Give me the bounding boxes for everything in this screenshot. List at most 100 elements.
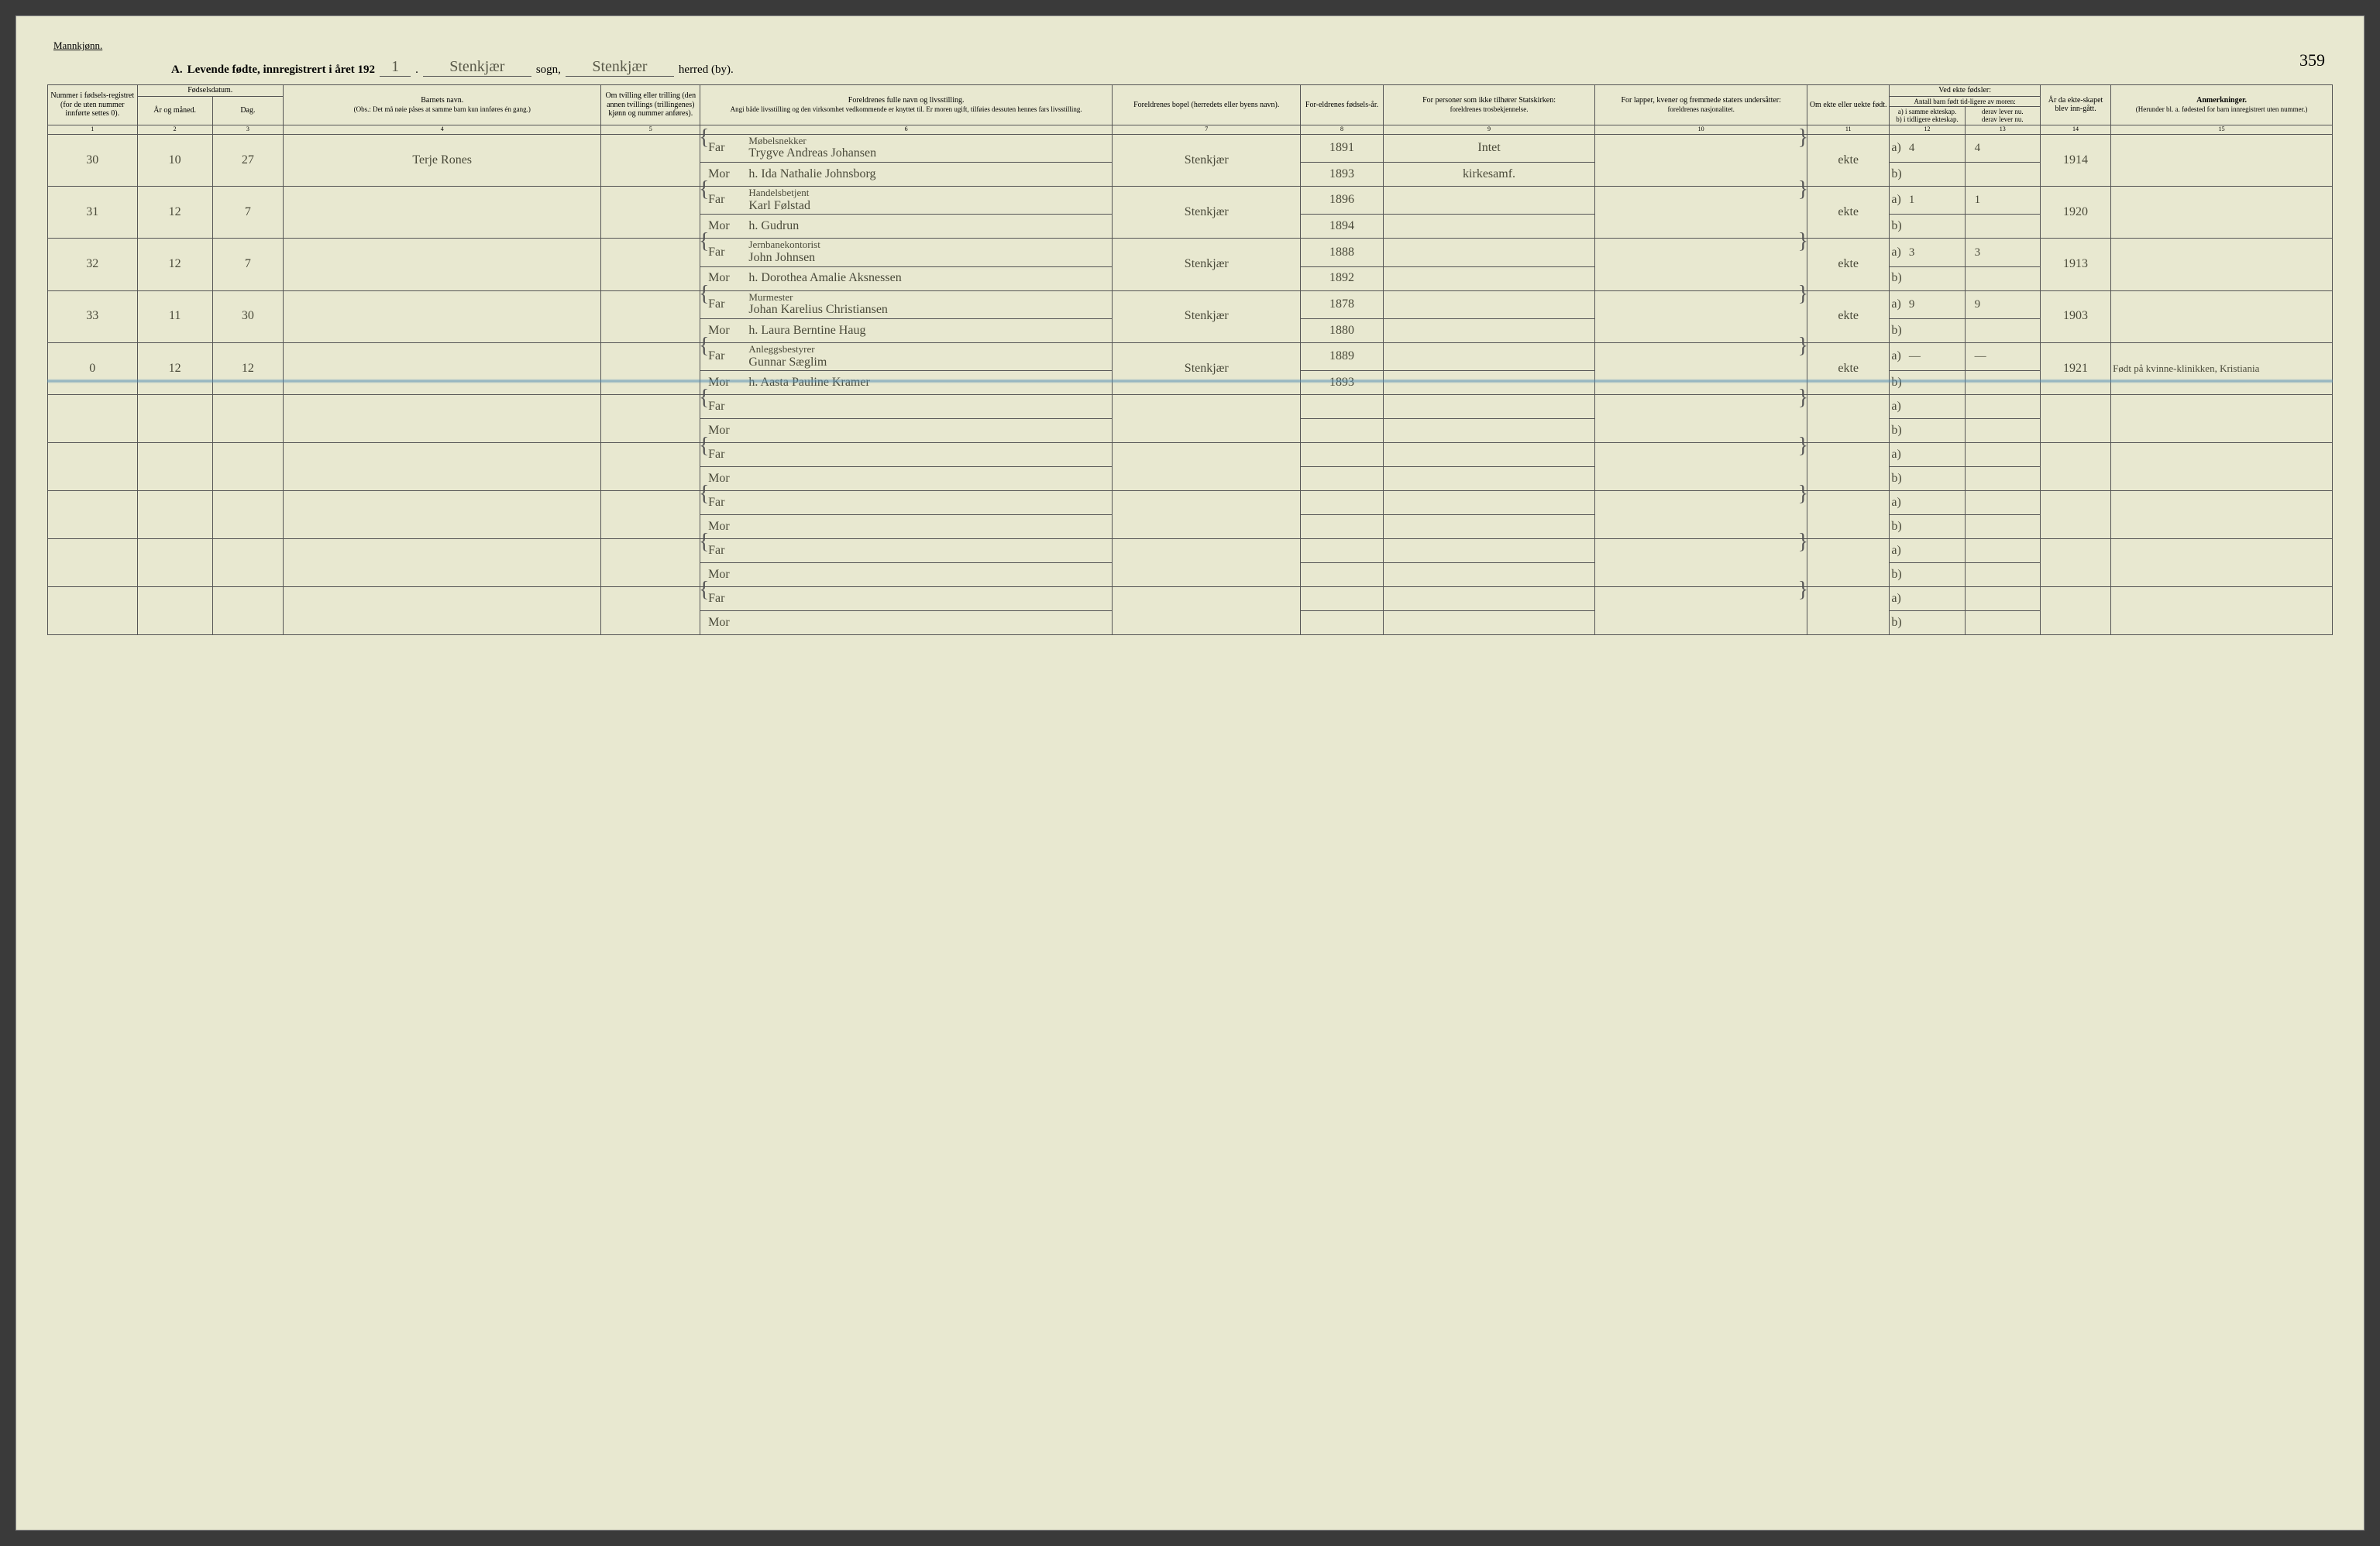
cell-b-lev (1965, 611, 2040, 635)
cell-nat (1595, 443, 1807, 491)
cell-twin (601, 342, 700, 394)
cell-rel-mor (1383, 318, 1595, 342)
cell-mor-year: 1893 (1301, 371, 1383, 395)
cell-child (284, 342, 601, 394)
cell-b-lev (1965, 419, 2040, 443)
cell-month: 10 (137, 134, 212, 186)
table-row: Fara) (48, 539, 2333, 563)
cell-b: b) (1890, 563, 1965, 587)
cell-day (212, 443, 283, 491)
cell-anm (2111, 587, 2333, 635)
cell-a-lev (1965, 491, 2040, 515)
cell-a-lev (1965, 539, 2040, 563)
cell-mor (747, 515, 1112, 539)
h-c15-sub: (Herunder bl. a. fødested for barn innre… (2113, 105, 2330, 113)
cell-nat (1595, 290, 1807, 342)
cell-mor-year: 1894 (1301, 215, 1383, 239)
cell-year-m (2040, 539, 2110, 587)
table-row: 31127FarHandelsbetjentKarl FølstadStenkj… (48, 186, 2333, 214)
cell-a-lev (1965, 395, 2040, 419)
h-c13b-t: derav lever nu. (1967, 115, 2038, 123)
cell-rel-far (1383, 539, 1595, 563)
cell-day (212, 587, 283, 635)
h-c9-sub: foreldrenes trosbekjennelse. (1385, 105, 1594, 113)
cn-13: 13 (1965, 125, 2040, 134)
h-c8: For-eldrenes fødsels-år. (1301, 85, 1383, 125)
cell-mor-year (1301, 515, 1383, 539)
cell-child: Terje Rones (284, 134, 601, 186)
cell-mor: h. Gudrun (747, 215, 1112, 239)
cell-b-lev (1965, 371, 2040, 395)
cell-nat (1595, 239, 1807, 290)
cell-month: 12 (137, 186, 212, 238)
title-prefix: A. (171, 64, 183, 77)
cell-rel-mor: kirkesamf. (1383, 162, 1595, 186)
cell-anm (2111, 539, 2333, 587)
h-c6: Foreldrenes fulle navn og livsstilling. … (700, 85, 1113, 125)
cell-num: 30 (48, 134, 138, 186)
cell-a-lev (1965, 587, 2040, 611)
cell-num (48, 587, 138, 635)
cell-child (284, 395, 601, 443)
cell-day: 30 (212, 290, 283, 342)
far-label: Far (700, 239, 748, 266)
cell-a-lev: 9 (1965, 290, 2040, 318)
cell-rel-far (1383, 491, 1595, 515)
far-label: Far (700, 290, 748, 318)
period: . (415, 64, 418, 77)
cell-a: a)9 (1890, 290, 1965, 318)
cell-far (747, 491, 1112, 515)
far-label: Far (700, 134, 748, 162)
cell-rel-far (1383, 290, 1595, 318)
cell-child (284, 443, 601, 491)
cell-mor (747, 611, 1112, 635)
h-c1: Nummer i fødsels-registret (for de uten … (48, 85, 138, 125)
cell-month: 11 (137, 290, 212, 342)
cn-9: 9 (1383, 125, 1595, 134)
cell-rel-mor (1383, 515, 1595, 539)
cn-14: 14 (2040, 125, 2110, 134)
cell-mor: h. Ida Nathalie Johnsborg (747, 162, 1112, 186)
cell-nat (1595, 342, 1807, 394)
cell-nat (1595, 186, 1807, 238)
cell-ekte (1807, 491, 1889, 539)
title-row: A. Levende fødte, innregistrert i året 1… (47, 58, 2333, 77)
cell-month (137, 443, 212, 491)
cell-far-year: 1896 (1301, 186, 1383, 214)
h-c15-top: Anmerkninger. (2113, 96, 2330, 105)
cell-year-m (2040, 491, 2110, 539)
cell-bopel: Stenkjær (1113, 342, 1301, 394)
cell-b: b) (1890, 371, 1965, 395)
cell-a-lev: 3 (1965, 239, 2040, 266)
table-row: 32127FarJernbanekontoristJohn JohnsenSte… (48, 239, 2333, 266)
cell-b: b) (1890, 419, 1965, 443)
cell-a-lev: 1 (1965, 186, 2040, 214)
cell-num: 33 (48, 290, 138, 342)
cell-anm (2111, 491, 2333, 539)
cell-b-lev (1965, 266, 2040, 290)
cell-mor (747, 419, 1112, 443)
cell-anm (2111, 443, 2333, 491)
cell-twin (601, 395, 700, 443)
h-c6-top: Foreldrenes fulle navn og livsstilling. (702, 96, 1110, 105)
h-c9-top: For personer som ikke tilhører Statskirk… (1385, 96, 1594, 105)
table-row: Fara) (48, 491, 2333, 515)
cell-ekte (1807, 395, 1889, 443)
cell-month (137, 539, 212, 587)
cell-b: b) (1890, 611, 1965, 635)
cell-rel-far (1383, 587, 1595, 611)
h-c11: Om ekte eller uekte født. (1807, 85, 1889, 125)
h-c2a: År og måned. (137, 96, 212, 125)
cell-b-lev (1965, 563, 2040, 587)
cell-ekte: ekte (1807, 186, 1889, 238)
h-c10-sub: foreldrenes nasjonalitet. (1597, 105, 1805, 113)
far-label: Far (700, 342, 748, 370)
cell-child (284, 186, 601, 238)
cell-num (48, 539, 138, 587)
cell-a: a)3 (1890, 239, 1965, 266)
cell-a: a) (1890, 491, 1965, 515)
cell-child (284, 539, 601, 587)
cell-a: a) (1890, 539, 1965, 563)
cn-1: 1 (48, 125, 138, 134)
cell-rel-mor (1383, 611, 1595, 635)
